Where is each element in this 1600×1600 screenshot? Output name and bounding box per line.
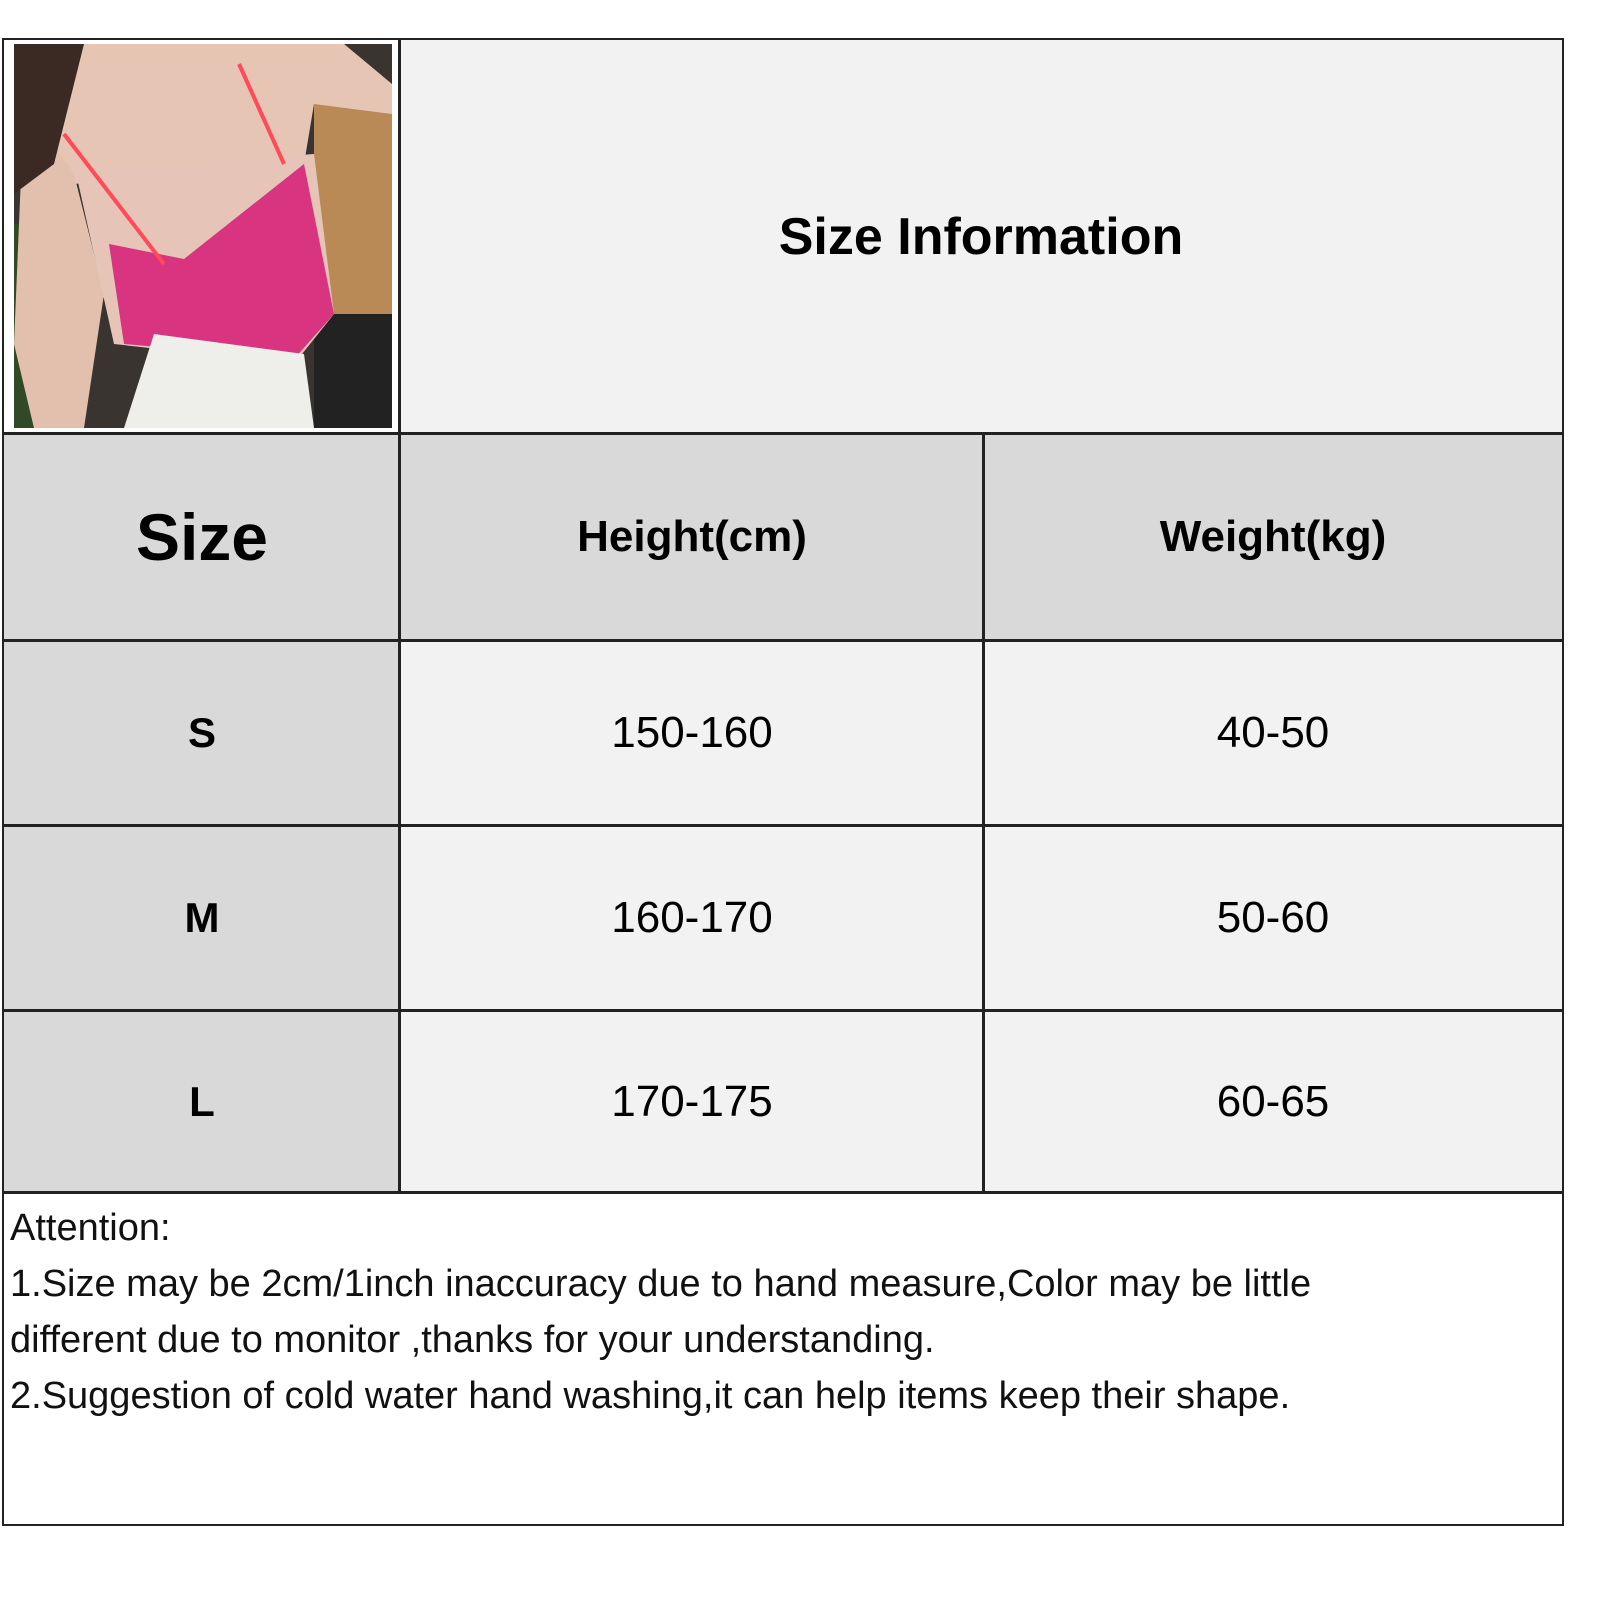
divider [4, 1009, 1564, 1012]
table-row-size: L [4, 1010, 400, 1193]
size-chart [2, 38, 1564, 1526]
header-weight-label: Weight(kg) [1159, 511, 1387, 561]
weight-value: 60-65 [1216, 1076, 1330, 1126]
size-label: L [189, 1077, 215, 1125]
attention-line: different due to monitor ,thanks for you… [10, 1319, 935, 1361]
attention-heading: Attention: [10, 1207, 171, 1249]
title-cell: Size Information [400, 40, 1562, 433]
header-size: Size [4, 433, 400, 640]
table-cell-weight: 50-60 [984, 826, 1562, 1010]
weight-value: 40-50 [1216, 708, 1330, 757]
divider [4, 824, 1564, 827]
divider [4, 639, 1564, 642]
header-size-label: Size [135, 499, 269, 574]
table-cell-height: 150-160 [400, 640, 984, 826]
table-cell-height: 170-175 [400, 1010, 984, 1193]
table-cell-height: 160-170 [400, 826, 984, 1010]
header-height: Height(cm) [400, 433, 984, 640]
weight-value: 50-60 [1216, 893, 1330, 942]
product-photo [14, 44, 392, 428]
height-value: 160-170 [611, 893, 773, 942]
divider [398, 40, 401, 1193]
attention-line: 2.Suggestion of cold water hand washing,… [10, 1375, 1291, 1417]
table-row-size: M [4, 826, 400, 1010]
header-weight: Weight(kg) [984, 433, 1562, 640]
page-title: Size Information [778, 207, 1184, 266]
divider [982, 433, 985, 1193]
divider [4, 1191, 1564, 1194]
attention-line: 1.Size may be 2cm/1inch inaccuracy due t… [10, 1263, 1312, 1305]
header-height-label: Height(cm) [577, 511, 807, 561]
size-label: S [187, 709, 216, 756]
size-label: M [184, 894, 220, 941]
attention-notes: Attention: 1.Size may be 2cm/1inch inacc… [10, 1200, 1550, 1424]
table-row-size: S [4, 640, 400, 826]
divider [4, 432, 1564, 435]
height-value: 170-175 [611, 1076, 773, 1126]
height-value: 150-160 [611, 708, 773, 757]
table-cell-weight: 40-50 [984, 640, 1562, 826]
table-cell-weight: 60-65 [984, 1010, 1562, 1193]
